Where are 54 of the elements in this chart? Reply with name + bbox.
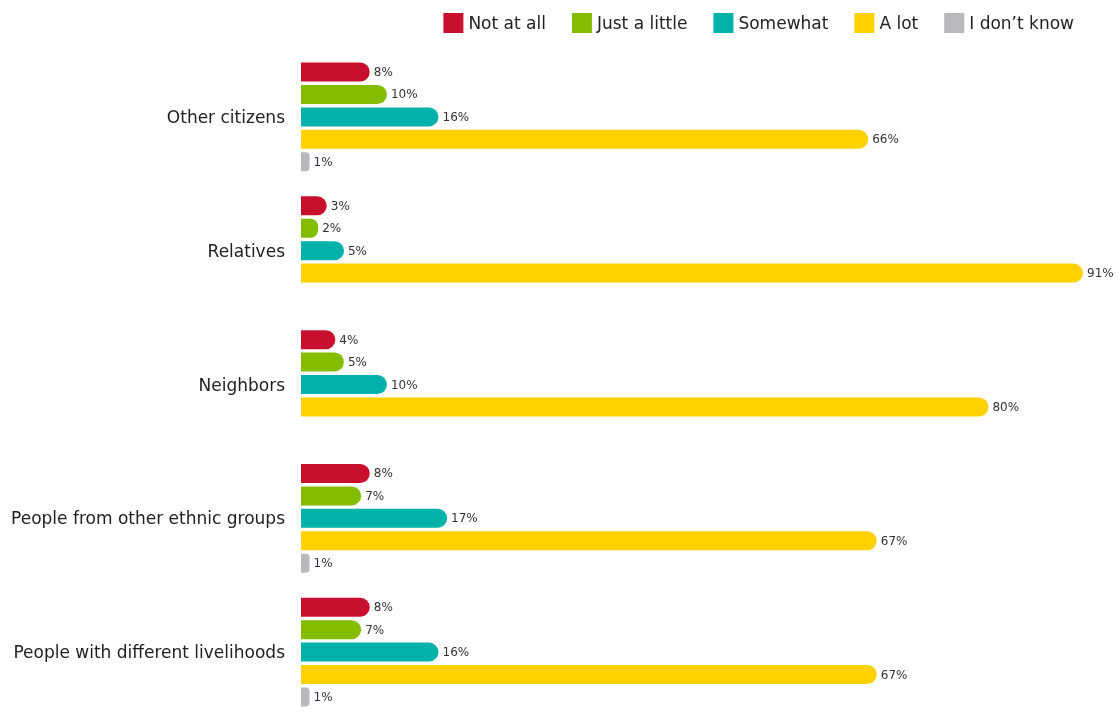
data-label: 7% xyxy=(365,488,385,503)
bar xyxy=(301,553,310,573)
data-label: 66% xyxy=(872,132,899,147)
data-label: 3% xyxy=(330,198,350,213)
legend-label: Somewhat xyxy=(738,13,829,33)
y-tick-label: Relatives xyxy=(207,240,286,261)
bar xyxy=(301,375,387,394)
bar xyxy=(301,107,439,127)
bar xyxy=(301,330,336,350)
data-label: 67% xyxy=(880,667,908,682)
bar xyxy=(301,531,877,551)
bar xyxy=(301,352,344,372)
bar xyxy=(301,397,989,417)
bar xyxy=(301,687,310,707)
data-label: 5% xyxy=(347,243,368,258)
data-label: 80% xyxy=(992,399,1020,414)
legend-label: I don’t know xyxy=(969,13,1075,33)
y-tick-label: People with different livelihoods xyxy=(13,642,286,663)
bar xyxy=(301,665,877,685)
data-label: 91% xyxy=(1087,266,1114,281)
data-label: 17% xyxy=(451,511,478,526)
legend-label: Not at all xyxy=(468,13,546,33)
data-label: 8% xyxy=(373,600,393,615)
data-label: 10% xyxy=(390,377,418,392)
data-label: 1% xyxy=(313,556,333,571)
y-tick-label: People from other ethnic groups xyxy=(11,508,286,529)
data-label: 10% xyxy=(390,87,418,102)
data-label: 1% xyxy=(313,154,333,169)
data-label: 7% xyxy=(365,622,385,637)
data-label: 4% xyxy=(339,332,359,347)
y-tick-label: Neighbors xyxy=(198,374,286,395)
bar xyxy=(301,263,1083,283)
data-label: 8% xyxy=(373,65,393,80)
bar xyxy=(301,508,448,528)
bar xyxy=(301,62,370,82)
data-label: 1% xyxy=(313,689,333,704)
data-label: 8% xyxy=(373,466,393,481)
bar xyxy=(301,152,310,172)
bar xyxy=(301,597,370,617)
data-label: 2% xyxy=(322,221,342,236)
data-label: 16% xyxy=(442,645,470,660)
bar xyxy=(301,642,439,662)
bar xyxy=(301,241,344,261)
bar xyxy=(301,84,387,104)
bar xyxy=(301,486,362,506)
data-label: 67% xyxy=(880,533,908,548)
bar xyxy=(301,620,362,640)
data-label: 5% xyxy=(347,355,368,370)
legend-label: Just a little xyxy=(595,13,688,33)
data-label: 16% xyxy=(442,109,470,124)
bar xyxy=(301,129,869,149)
y-tick-label: Other citizens xyxy=(166,106,286,127)
legend-label: A lot xyxy=(879,13,919,33)
bar xyxy=(301,463,370,483)
